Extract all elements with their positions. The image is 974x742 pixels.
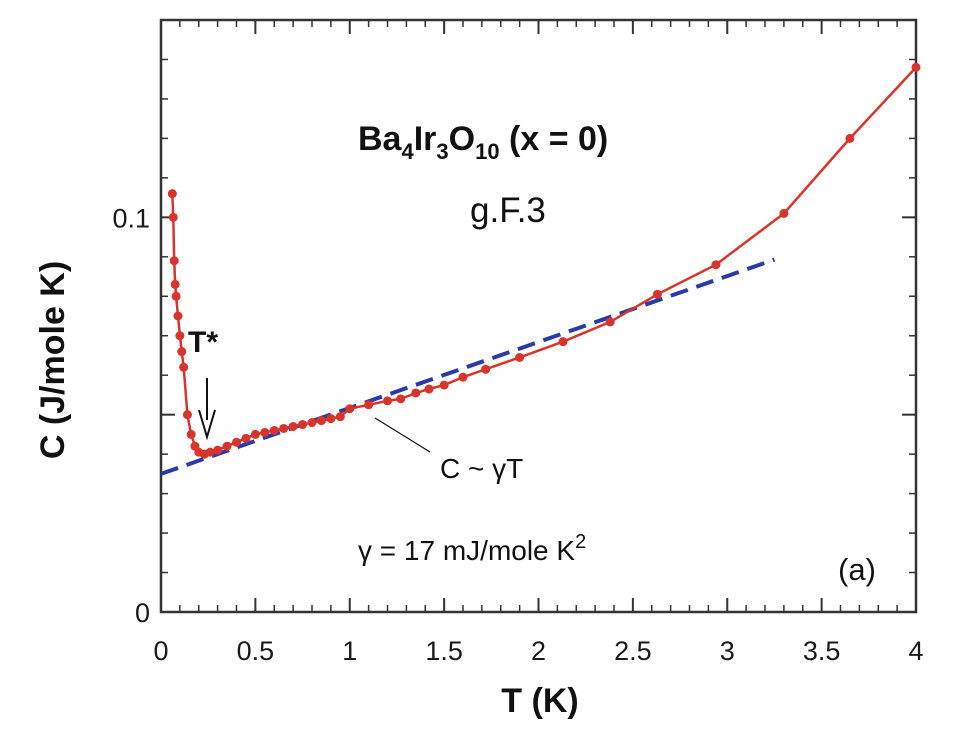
data-point xyxy=(911,62,921,72)
x-tick-label: 0 xyxy=(153,636,168,666)
gamma-label: γ = 17 mJ/mole K2 xyxy=(358,531,586,566)
y-tick-label: 0 xyxy=(135,598,150,628)
data-point xyxy=(307,418,317,428)
data-point xyxy=(175,331,185,341)
data-point xyxy=(177,347,187,357)
data-point xyxy=(179,362,189,372)
data-point xyxy=(186,429,196,439)
data-point xyxy=(171,291,181,301)
data-point xyxy=(439,380,449,390)
y-axis-label: C (J/mole K) xyxy=(34,261,72,459)
data-point xyxy=(173,311,183,321)
x-tick-label: 0.5 xyxy=(237,636,275,666)
data-point xyxy=(168,212,178,222)
data-point xyxy=(260,427,270,437)
fit-layer xyxy=(160,257,776,476)
data-point xyxy=(396,394,406,404)
x-tick-label: 3 xyxy=(720,636,735,666)
data-point xyxy=(222,441,232,451)
data-point xyxy=(167,189,177,199)
tstar-label: T* xyxy=(188,326,218,359)
data-point xyxy=(298,420,308,430)
plot-frame xyxy=(159,18,918,614)
data-point xyxy=(250,429,260,439)
y-tick-labels: 00.1 xyxy=(112,203,150,628)
data-point xyxy=(424,384,434,394)
tstar-arrow-head xyxy=(198,409,216,441)
data-point xyxy=(558,337,568,347)
data-point xyxy=(288,422,298,432)
data-point xyxy=(269,425,279,435)
x-tick-label: 3.5 xyxy=(803,636,841,666)
fit-label: C ~ γT xyxy=(440,453,523,484)
data-point xyxy=(481,364,491,374)
y-tick-label: 0.1 xyxy=(112,203,150,233)
x-tick-labels: 0 0.5 1 1.5 2 2.5 3 3.5 4 xyxy=(153,636,923,666)
data-point xyxy=(458,372,468,382)
chart-title: Ba4Ir3O10 (x = 0) xyxy=(358,120,608,164)
data-point xyxy=(779,208,789,218)
data-point xyxy=(326,414,336,424)
x-tick-label: 4 xyxy=(908,636,923,666)
x-tick-label: 2.5 xyxy=(614,636,652,666)
data-point xyxy=(364,400,374,410)
data-point xyxy=(845,133,855,143)
fit-leader-line xyxy=(374,417,431,453)
data-point xyxy=(316,416,326,426)
data-point xyxy=(241,433,251,443)
data-point xyxy=(652,289,662,299)
data-point xyxy=(232,437,241,447)
data-point xyxy=(335,412,345,422)
data-point xyxy=(213,445,223,455)
data-point xyxy=(170,279,180,289)
data-point xyxy=(205,447,215,457)
x-tick-label: 2 xyxy=(531,636,546,666)
data-series-line xyxy=(171,66,917,456)
data-point xyxy=(279,423,289,433)
data-point xyxy=(411,388,421,398)
data-point xyxy=(711,260,721,270)
ticks xyxy=(160,19,917,613)
data-layer xyxy=(167,62,921,459)
data-point xyxy=(182,410,192,420)
data-point xyxy=(169,256,179,266)
fit-line xyxy=(160,257,776,476)
x-axis-label: T (K) xyxy=(501,682,578,720)
panel-label: (a) xyxy=(838,552,876,587)
data-point xyxy=(345,404,355,414)
data-point xyxy=(605,317,615,327)
x-tick-label: 1 xyxy=(342,636,357,666)
chart-subtitle: g.F.3 xyxy=(470,191,546,230)
data-point xyxy=(515,352,525,362)
x-tick-label: 1.5 xyxy=(425,636,463,666)
data-point xyxy=(383,396,392,406)
